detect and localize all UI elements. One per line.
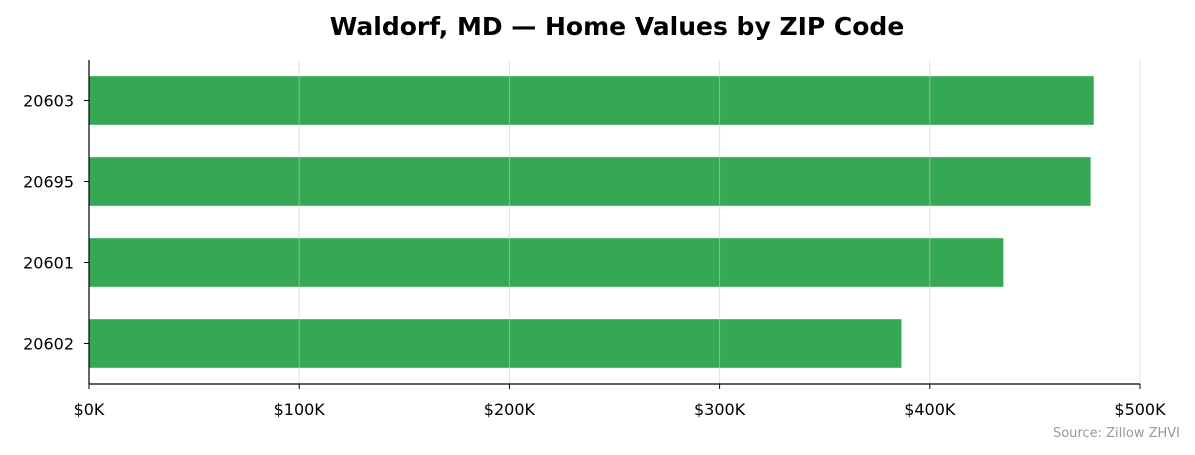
y-axis-ticks: 20603 20695 20601 20602 bbox=[23, 92, 89, 354]
y-tick-label: 20601 bbox=[23, 254, 74, 273]
bar-20602 bbox=[89, 319, 902, 368]
y-tick-label: 20602 bbox=[23, 335, 74, 354]
source-note: Source: Zillow ZHVI bbox=[1053, 426, 1180, 441]
x-tick-label: $400K bbox=[904, 400, 956, 419]
y-tick-label: 20603 bbox=[23, 92, 74, 111]
axes bbox=[88, 60, 1140, 385]
x-tick-label: $100K bbox=[274, 400, 326, 419]
x-tick-label: $300K bbox=[694, 400, 746, 419]
x-axis-ticks: $0K $100K $200K $300K $400K $500K bbox=[74, 384, 1166, 419]
bars bbox=[89, 76, 1094, 368]
bar-20601 bbox=[89, 238, 1004, 287]
chart-title: Waldorf, MD — Home Values by ZIP Code bbox=[330, 12, 905, 41]
bar-20695 bbox=[89, 157, 1091, 206]
x-tick-label: $200K bbox=[484, 400, 536, 419]
y-tick-label: 20695 bbox=[23, 173, 74, 192]
bar-20603 bbox=[89, 76, 1094, 125]
x-tick-label: $0K bbox=[74, 400, 105, 419]
x-tick-label: $500K bbox=[1114, 400, 1166, 419]
grid-lines bbox=[298, 60, 1141, 384]
